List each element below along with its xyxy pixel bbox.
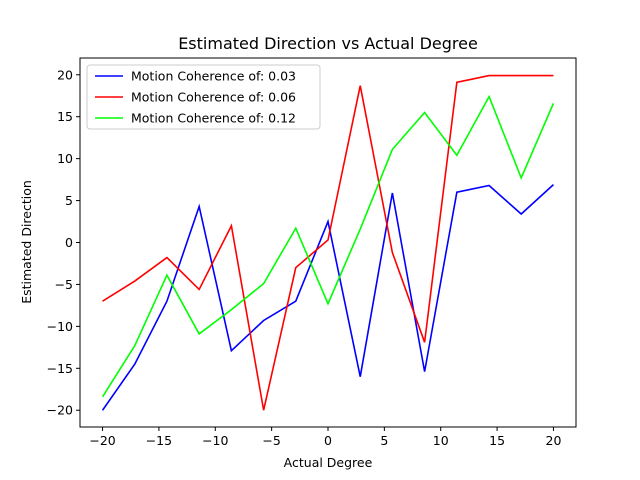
y-tick-label: −5	[55, 277, 73, 292]
legend-label-1: Motion Coherence of: 0.03	[131, 69, 296, 84]
x-axis-ticks: −20 −15 −10 −5 0 5 10 15 20	[89, 427, 561, 448]
x-tick-label: 10	[433, 433, 449, 448]
series-line-3	[101, 94, 555, 398]
y-tick-label: −15	[47, 361, 73, 376]
x-tick-label: 15	[489, 433, 505, 448]
y-tick-label: 0	[65, 235, 73, 250]
legend: Motion Coherence of: 0.03 Motion Coherenc…	[86, 64, 321, 130]
x-tick-label: −10	[202, 433, 228, 448]
series-layer	[101, 74, 555, 411]
y-axis-label: Estimated Direction	[19, 180, 34, 304]
x-tick-label: 5	[380, 433, 388, 448]
y-tick-label: −20	[47, 403, 73, 418]
chart-title: Estimated Direction vs Actual Degree	[178, 34, 478, 53]
x-tick-label: 20	[546, 433, 562, 448]
series-line-1	[101, 184, 554, 411]
y-tick-label: 20	[57, 67, 73, 82]
y-tick-label: 10	[57, 151, 73, 166]
y-tick-label: 5	[65, 193, 73, 208]
x-tick-label: −15	[146, 433, 172, 448]
legend-label-3: Motion Coherence of: 0.12	[131, 111, 296, 126]
legend-label-2: Motion Coherence of: 0.06	[131, 90, 296, 105]
series-line-2	[102, 74, 554, 411]
y-tick-label: −10	[47, 319, 73, 334]
x-tick-label: −5	[262, 433, 280, 448]
x-tick-label: −20	[89, 433, 115, 448]
legend-box	[86, 64, 321, 130]
y-axis-ticks: −20 −15 −10 −5 0 5 10 15 20	[47, 67, 80, 418]
y-tick-label: 15	[57, 109, 73, 124]
x-axis-label: Actual Degree	[284, 455, 373, 470]
x-tick-label: 0	[324, 433, 332, 448]
